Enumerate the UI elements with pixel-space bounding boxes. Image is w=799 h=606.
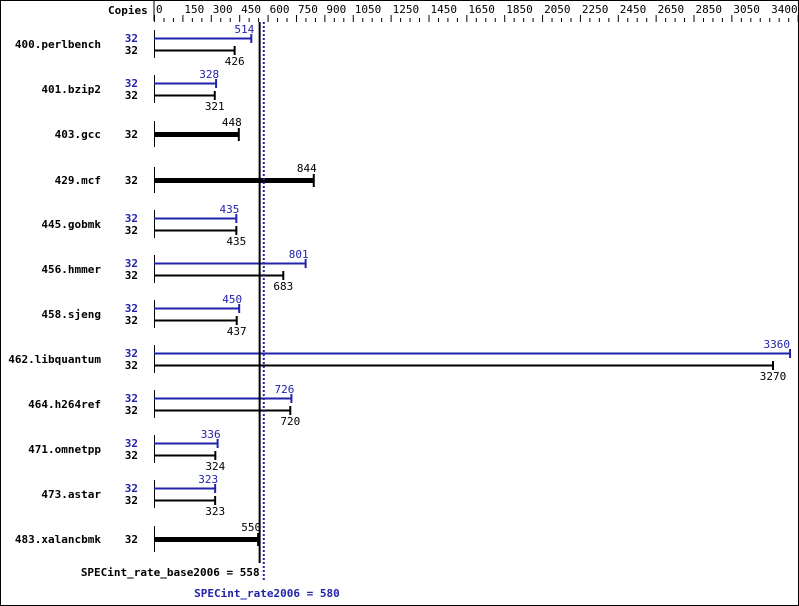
benchmark-label: 473.astar (41, 488, 101, 501)
tick-label: 3400 (771, 3, 798, 16)
tick-label: 2850 (696, 3, 723, 16)
benchmark-label: 401.bzip2 (41, 83, 101, 96)
base-value: 844 (297, 162, 317, 175)
base-copies: 32 (125, 359, 138, 372)
peak-value: 323 (198, 473, 218, 486)
tick-label: 450 (241, 3, 261, 16)
base-value: 435 (226, 235, 246, 248)
base-copies: 32 (125, 533, 138, 546)
benchmark-label: 483.xalancbmk (15, 533, 101, 546)
base-copies: 32 (125, 89, 138, 102)
tick-label: 1850 (506, 3, 532, 16)
peak-value: 435 (219, 203, 239, 216)
peak-copies: 32 (125, 347, 138, 360)
peak-value: 450 (222, 293, 242, 306)
peak-value: 726 (275, 383, 295, 396)
base-reference-label: SPECint_rate_base2006 = 558 (81, 566, 260, 579)
tick-label: 2250 (582, 3, 609, 16)
base-copies: 32 (125, 449, 138, 462)
tick-label: 1450 (430, 3, 457, 16)
tick-label: 0 (156, 3, 163, 16)
base-value: 321 (205, 100, 225, 113)
tick-label: 2450 (620, 3, 647, 16)
base-copies: 32 (125, 224, 138, 237)
peak-value: 328 (199, 68, 219, 81)
tick-label: 750 (298, 3, 318, 16)
tick-label: 2650 (658, 3, 685, 16)
peak-reference-label: SPECint_rate2006 = 580 (194, 587, 340, 600)
tick-label: 300 (213, 3, 233, 16)
benchmark-label: 462.libquantum (8, 353, 101, 366)
peak-copies: 32 (125, 77, 138, 90)
benchmark-label: 471.omnetpp (28, 443, 101, 456)
peak-copies: 32 (125, 302, 138, 315)
copies-header: Copies (108, 4, 148, 17)
base-value: 3270 (760, 370, 787, 383)
base-value: 324 (205, 460, 225, 473)
base-copies: 32 (125, 404, 138, 417)
tick-label: 3050 (733, 3, 760, 16)
peak-value: 3360 (764, 338, 791, 351)
base-copies: 32 (125, 44, 138, 57)
base-value: 683 (273, 280, 293, 293)
peak-copies: 32 (125, 32, 138, 45)
base-value: 448 (222, 116, 242, 129)
peak-value: 336 (201, 428, 221, 441)
base-copies: 32 (125, 314, 138, 327)
benchmark-label: 456.hmmer (41, 263, 101, 276)
tick-label: 1250 (393, 3, 420, 16)
tick-label: 2050 (544, 3, 571, 16)
peak-value: 514 (234, 23, 254, 36)
peak-copies: 32 (125, 257, 138, 270)
benchmark-label: 464.h264ref (28, 398, 101, 411)
base-value: 720 (280, 415, 300, 428)
benchmark-label: 445.gobmk (41, 218, 101, 231)
benchmark-label: 458.sjeng (41, 308, 101, 321)
base-value: 323 (205, 505, 225, 518)
benchmark-label: 403.gcc (55, 128, 101, 141)
benchmark-label: 429.mcf (55, 174, 101, 187)
base-value: 426 (225, 55, 245, 68)
tick-label: 600 (270, 3, 290, 16)
tick-label: 1650 (468, 3, 495, 16)
peak-value: 801 (289, 248, 309, 261)
base-value: 437 (227, 325, 247, 338)
tick-label: 1050 (355, 3, 382, 16)
base-copies: 32 (125, 494, 138, 507)
peak-copies: 32 (125, 437, 138, 450)
peak-copies: 32 (125, 212, 138, 225)
peak-copies: 32 (125, 482, 138, 495)
tick-label: 900 (326, 3, 346, 16)
base-copies: 32 (125, 174, 138, 187)
benchmark-label: 400.perlbench (15, 38, 101, 51)
base-copies: 32 (125, 128, 138, 141)
base-value: 550 (241, 521, 261, 534)
base-copies: 32 (125, 269, 138, 282)
peak-copies: 32 (125, 392, 138, 405)
tick-label: 150 (184, 3, 204, 16)
